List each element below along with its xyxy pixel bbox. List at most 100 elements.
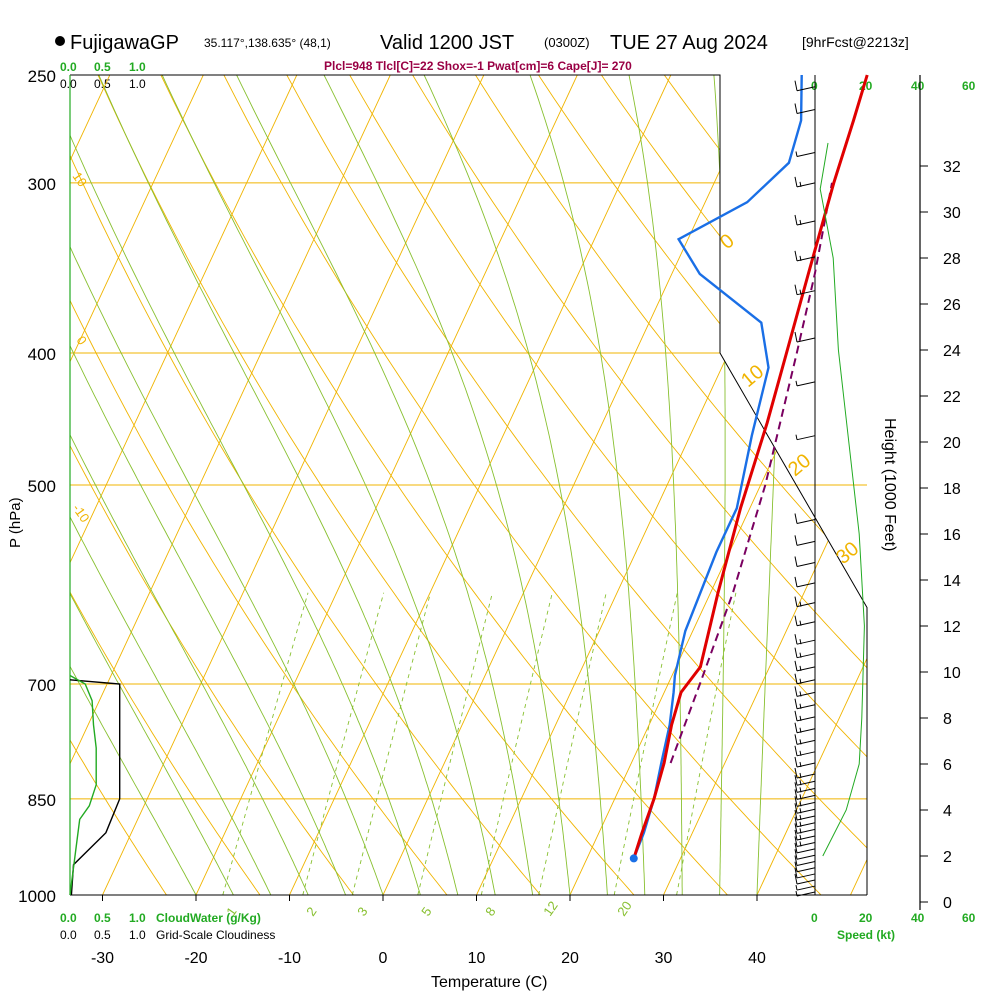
wind-barb-shaft bbox=[796, 518, 816, 524]
pressure-label-400: 400 bbox=[28, 345, 56, 364]
mixing-ratio-2 bbox=[302, 592, 385, 895]
wind-barb-half bbox=[799, 841, 802, 847]
wind-barb-flag bbox=[794, 513, 798, 524]
wind-barb-half bbox=[799, 761, 802, 768]
wind-barb-shaft bbox=[796, 639, 816, 645]
dry-adiabat-440 bbox=[979, 75, 1000, 895]
wind-barb-flag bbox=[794, 556, 798, 567]
wind-barb-shaft bbox=[796, 751, 816, 757]
wind-barb-half bbox=[799, 639, 802, 645]
station-coords: 35.117°,138.635° (48,1) bbox=[204, 36, 331, 50]
wind-barb-half bbox=[799, 181, 802, 187]
wind-barb-shaft bbox=[796, 861, 816, 867]
forecast-label: [9hrFcst@2213z] bbox=[802, 34, 909, 50]
wind-barb-shaft bbox=[796, 86, 816, 92]
wind-barb-shaft bbox=[796, 728, 816, 734]
height-label-2: 2 bbox=[943, 849, 952, 866]
mixing-ratio-label-3: 3 bbox=[354, 904, 370, 919]
wind-barb-23 bbox=[794, 710, 816, 722]
wind-barb-20 bbox=[794, 745, 816, 757]
wind-barb-10 bbox=[794, 823, 816, 834]
mixing-ratio-labels: 1 2 3 5 8 12 20 bbox=[223, 898, 635, 918]
wind-barb-half bbox=[799, 255, 802, 261]
cw-scale-2: 1.0 bbox=[129, 911, 146, 925]
wind-barb-half bbox=[795, 890, 798, 897]
wind-barb-shaft bbox=[796, 182, 816, 188]
wind-barb-13 bbox=[794, 803, 816, 814]
moist-adiabat-24 bbox=[423, 75, 608, 895]
wind-barb-flag bbox=[794, 634, 798, 645]
wind-barb-28 bbox=[794, 647, 816, 659]
wind-barb-1 bbox=[795, 884, 816, 891]
wind-barb-flag bbox=[794, 103, 798, 114]
wind-barb-14 bbox=[794, 796, 816, 807]
height-label-10: 10 bbox=[943, 665, 961, 682]
isotherm--20 bbox=[195, 75, 578, 895]
wind-barb-39 bbox=[794, 284, 816, 296]
indices-line: Plcl=948 Tlcl[C]=22 Shox=-1 Pwat[cm]=6 C… bbox=[324, 59, 632, 73]
mixing-ratio-label-5: 5 bbox=[418, 904, 434, 919]
wind-barb-half bbox=[799, 601, 802, 607]
wind-barb-shaft bbox=[796, 891, 816, 897]
wind-barb-half bbox=[799, 814, 802, 821]
wind-barb-flag bbox=[794, 782, 798, 793]
pressure-tick-labels: 250 300 400 500 700 850 1000 bbox=[18, 67, 56, 906]
wind-barb-flag bbox=[794, 80, 798, 91]
station-dot-icon bbox=[55, 36, 65, 46]
temp-label-10: 10 bbox=[468, 950, 486, 967]
wind-barb-38 bbox=[794, 331, 816, 343]
wind-barb-shaft bbox=[796, 808, 816, 814]
dry-adiabat-320 bbox=[223, 75, 822, 895]
moist-adiabat-20 bbox=[323, 75, 571, 895]
scale-b-0: 0.0 bbox=[60, 77, 77, 91]
height-axis-title: Height (1000 Feet) bbox=[881, 418, 898, 551]
dry-adiabat-260 bbox=[70, 75, 261, 895]
wind-barb-flag bbox=[794, 767, 798, 779]
wind-barb-half bbox=[799, 834, 802, 841]
height-label-12: 12 bbox=[943, 619, 961, 636]
wind-barb-shaft bbox=[796, 152, 816, 157]
station-name: FujigawaGP bbox=[70, 32, 179, 54]
wind-barb-37 bbox=[795, 380, 816, 387]
frame-outline bbox=[70, 74, 868, 895]
speed-bot-1: 20 bbox=[859, 911, 873, 925]
pressure-axis-title: P (hPa) bbox=[7, 497, 24, 548]
wind-barb-shaft bbox=[796, 653, 816, 659]
moist-adiabat--16 bbox=[70, 75, 234, 895]
wind-barb-half bbox=[799, 828, 802, 834]
dry-adiabat-420 bbox=[852, 75, 867, 895]
wind-barb-31 bbox=[794, 596, 816, 608]
scale-b-2: 1.0 bbox=[129, 77, 146, 91]
scale-a-1: 0.5 bbox=[94, 60, 111, 74]
moist-adiabat-16 bbox=[236, 75, 534, 895]
pressure-label-850: 850 bbox=[28, 791, 56, 810]
wind-barb-half bbox=[799, 678, 802, 684]
wind-barb-8 bbox=[794, 836, 816, 847]
wind-barb-6 bbox=[794, 849, 816, 860]
moist-adiabat--8 bbox=[70, 75, 309, 895]
wind-barb-45 bbox=[794, 80, 816, 92]
height-label-20: 20 bbox=[943, 435, 961, 452]
wind-barb-2 bbox=[794, 873, 816, 885]
wind-barb-flag bbox=[794, 816, 798, 827]
temperature-axis-title: Temperature (C) bbox=[431, 974, 547, 991]
wind-barb-half bbox=[799, 794, 802, 800]
pressure-label-700: 700 bbox=[28, 676, 56, 695]
wind-barb-shaft bbox=[796, 704, 816, 710]
mixing-ratio-label-8: 8 bbox=[482, 904, 498, 919]
isotherm--50 bbox=[70, 75, 298, 895]
mixing-ratio-lines bbox=[222, 592, 737, 895]
wind-barb-half bbox=[799, 780, 802, 786]
mixing-ratio-12 bbox=[538, 592, 607, 895]
wind-barb-40 bbox=[794, 250, 816, 262]
cl-scale-0: 0.0 bbox=[60, 928, 77, 942]
wind-barb-27 bbox=[794, 660, 816, 672]
pressure-label-250: 250 bbox=[28, 67, 56, 86]
wind-barb-25 bbox=[794, 686, 816, 697]
wind-barb-flag bbox=[794, 576, 798, 588]
speed-top-2: 40 bbox=[911, 79, 925, 93]
isotherm--80 bbox=[0, 75, 16, 895]
temp-label--10: -10 bbox=[278, 950, 301, 967]
wind-barb-shaft bbox=[796, 835, 816, 841]
